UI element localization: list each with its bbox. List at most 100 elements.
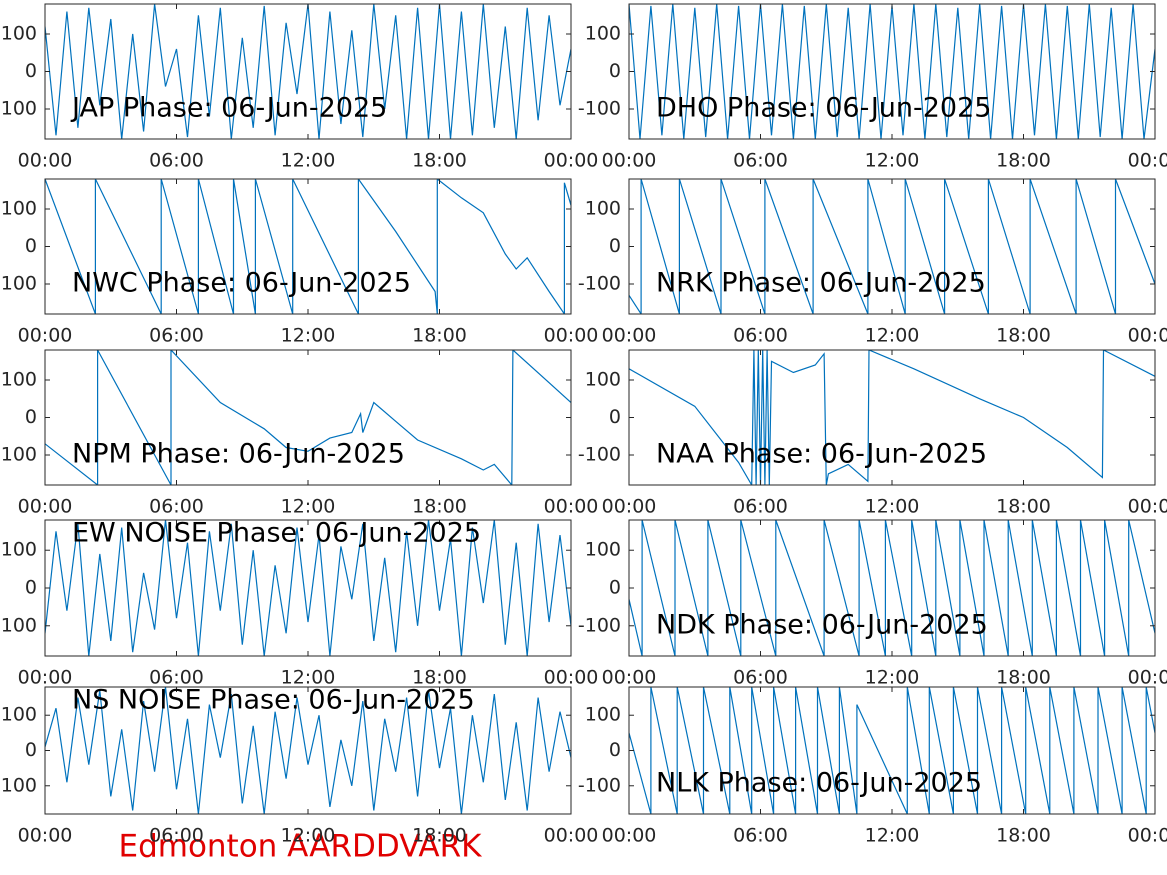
x-tick-label: 06:00 [149,667,204,689]
y-tick-label: 100 [1,369,37,391]
x-tick-label: 00:00 [18,667,73,689]
data-line [629,179,1155,314]
y-tick-label: 0 [25,577,37,599]
x-tick-label: 06:00 [733,496,788,518]
x-tick-label: 12:00 [281,667,336,689]
x-tick-label: 18:00 [412,667,467,689]
plot-area [45,179,571,314]
plot-area [45,520,571,656]
x-tick-label: 00:00 [1128,150,1167,172]
x-tick-label: 18:00 [996,496,1051,518]
panel: -100 0 100 00:00 06:00 12:00 18:00 00:00 EW NOIS… [0,518,598,689]
y-tick-label: -100 [578,444,621,466]
data-line [45,4,571,139]
x-tick-label: 12:00 [865,825,920,847]
x-tick-label: 06:00 [733,150,788,172]
panel-title: NPM Phase: 06-Jun-2025 [72,439,405,470]
x-tick-label: 06:00 [149,325,204,347]
y-tick-label: -100 [0,774,37,796]
x-tick-label: 00:00 [602,325,657,347]
x-tick-label: 00:00 [544,825,599,847]
data-line [629,687,1155,814]
x-tick-label: 00:00 [1128,667,1167,689]
panel: -100 0 100 00:00 06:00 12:00 18:00 00:00 DHO Pha… [578,3,1167,172]
panel-title: NDK Phase: 06-Jun-2025 [656,610,988,641]
x-tick-label: 00:00 [18,150,73,172]
x-tick-label: 18:00 [412,325,467,347]
y-tick-label: -100 [0,273,37,295]
plot-area [629,179,1155,314]
data-line [45,350,571,485]
panel: -100 0 100 00:00 06:00 12:00 18:00 00:00 NAA Pha… [578,349,1167,518]
panel-title: JAP Phase: 06-Jun-2025 [70,93,387,124]
panel: -100 0 100 00:00 06:00 12:00 18:00 00:00 NS NOIS… [0,685,598,847]
y-tick-label: 0 [609,577,621,599]
x-tick-label: 00:00 [544,496,599,518]
panel: -100 0 100 00:00 06:00 12:00 18:00 00:00 NDK Pha… [578,519,1167,689]
x-tick-label: 00:00 [18,496,73,518]
x-tick-label: 18:00 [996,825,1051,847]
y-tick-label: 100 [1,704,37,726]
y-tick-label: 0 [25,60,37,82]
y-tick-label: 0 [609,739,621,761]
x-tick-label: 12:00 [865,667,920,689]
y-tick-label: 100 [585,23,621,45]
x-tick-label: 18:00 [996,667,1051,689]
y-tick-label: 100 [1,23,37,45]
x-tick-label: 06:00 [733,667,788,689]
y-tick-label: 100 [585,198,621,220]
plot-area [45,4,571,139]
x-tick-label: 18:00 [996,325,1051,347]
x-tick-label: 06:00 [149,150,204,172]
panel-title: NLK Phase: 06-Jun-2025 [656,768,982,799]
y-tick-label: -100 [578,98,621,120]
plot-area [45,350,571,485]
y-tick-label: 0 [25,406,37,428]
x-tick-label: 12:00 [281,150,336,172]
x-tick-label: 12:00 [281,325,336,347]
y-tick-label: 100 [585,539,621,561]
caption: Edmonton AARDDVARK [118,829,482,865]
x-tick-label: 00:00 [1128,825,1167,847]
x-tick-label: 06:00 [733,825,788,847]
x-tick-label: 00:00 [544,667,599,689]
x-tick-label: 00:00 [602,496,657,518]
plot-area [45,687,571,814]
x-tick-label: 00:00 [18,825,73,847]
y-tick-label: -100 [578,273,621,295]
plot-area [629,520,1155,656]
x-tick-label: 12:00 [281,825,336,847]
y-tick-label: -100 [0,614,37,636]
x-tick-label: 00:00 [602,667,657,689]
plot-area [629,4,1155,139]
x-tick-label: 18:00 [412,825,467,847]
x-tick-label: 00:00 [544,325,599,347]
y-tick-label: 0 [609,235,621,257]
panel-title: NRK Phase: 06-Jun-2025 [656,268,986,299]
data-line [629,520,1155,656]
y-tick-label: 0 [609,60,621,82]
data-line [45,520,571,656]
panel: -100 0 100 00:00 06:00 12:00 18:00 00:00 NPM Pha… [0,349,599,518]
x-tick-label: 00:00 [544,150,599,172]
y-tick-label: 0 [25,739,37,761]
y-tick-label: 100 [585,704,621,726]
x-tick-label: 00:00 [602,825,657,847]
x-tick-label: 00:00 [602,150,657,172]
x-tick-label: 06:00 [149,825,204,847]
y-tick-label: 100 [1,539,37,561]
panel-title: EW NOISE Phase: 06-Jun-2025 [72,518,481,549]
x-tick-label: 12:00 [865,150,920,172]
data-line [45,179,571,314]
x-tick-label: 00:00 [1128,325,1167,347]
y-tick-label: -100 [578,774,621,796]
y-tick-label: -100 [0,98,37,120]
x-tick-label: 12:00 [865,325,920,347]
panel-title: NAA Phase: 06-Jun-2025 [656,439,987,470]
x-tick-label: 18:00 [412,150,467,172]
panel: -100 0 100 00:00 06:00 12:00 18:00 00:00 NRK Pha… [578,178,1167,347]
panel: -100 0 100 00:00 06:00 12:00 18:00 00:00 NWC Pha… [0,178,599,347]
x-tick-label: 12:00 [865,496,920,518]
